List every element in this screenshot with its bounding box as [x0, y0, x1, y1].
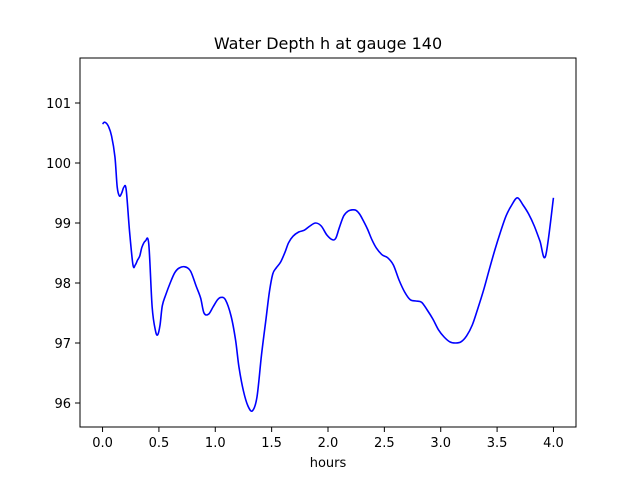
y-tick-label: 98 [54, 277, 71, 292]
x-tick-label: 2.5 [374, 436, 395, 451]
axes-frame [79, 57, 577, 428]
x-ticks: 0.0 0.5 1.0 1.5 2.0 2.5 3.0 3.5 4.0 [92, 427, 564, 451]
chart-title: Water Depth h at gauge 140 [214, 34, 442, 53]
y-tick-label: 96 [54, 397, 71, 412]
x-tick-label: 2.0 [318, 436, 339, 451]
x-tick-label: 1.5 [261, 436, 282, 451]
y-tick-label: 99 [54, 217, 71, 232]
y-tick-label: 101 [46, 97, 71, 112]
x-tick-label: 1.0 [205, 436, 226, 451]
y-tick-label: 97 [54, 337, 71, 352]
x-tick-label: 0.5 [149, 436, 170, 451]
y-ticks: 96 97 98 99 100 101 [46, 97, 80, 412]
y-tick-label: 100 [46, 157, 71, 172]
series-line-0 [101, 121, 555, 412]
x-tick-label: 0.0 [92, 436, 113, 451]
x-tick-label: 4.0 [543, 436, 564, 451]
x-axis-label: hours [310, 456, 347, 471]
x-tick-label: 3.5 [487, 436, 508, 451]
series-layer [101, 121, 555, 412]
x-tick-label: 3.0 [430, 436, 451, 451]
